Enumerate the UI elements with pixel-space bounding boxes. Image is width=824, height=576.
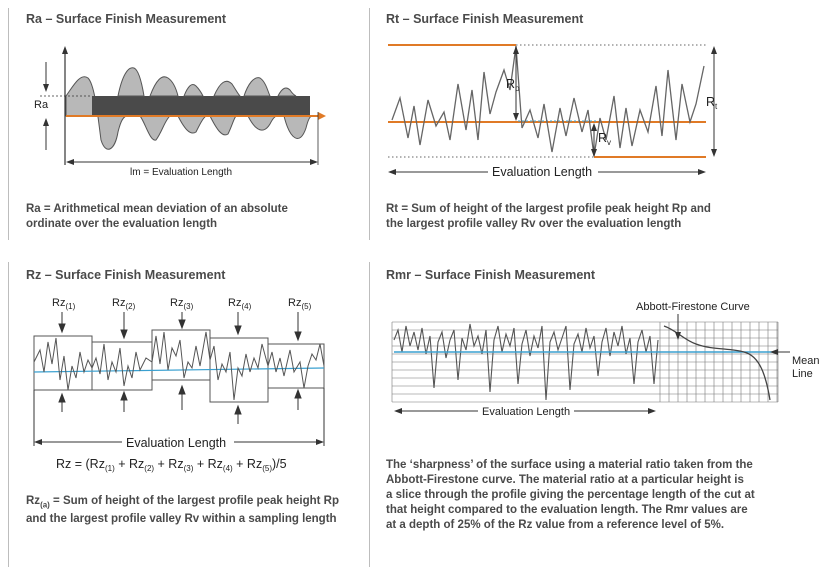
center-rule-bottom (369, 262, 370, 567)
ra-peak-4 (213, 80, 242, 97)
rz-formula: Rz = (Rz(1) + Rz(2) + Rz(3) + Rz(4) + Rz… (56, 457, 287, 473)
ra-light-fill-2 (138, 115, 172, 141)
ra-mean-arrow (318, 112, 326, 120)
rmr-mean-label-2: Line (792, 368, 813, 380)
ra-peak-6 (277, 87, 297, 97)
rt-profile (391, 45, 705, 157)
rmr-length-label: Evaluation Length (482, 406, 570, 418)
ra-description: Ra = Arithmetical mean deviation of an a… (26, 203, 288, 230)
ra-peak-3 (183, 83, 204, 97)
rt-title: Rt – Surface Finish Measurement (386, 12, 584, 26)
ra-peak-5 (243, 77, 271, 97)
ra-light-fill-4 (209, 115, 238, 136)
rt-diagram: Rp Rv Rt Evaluation Length (388, 44, 718, 179)
rt-rt-label: Rt (706, 95, 718, 111)
rt-rp-label: Rp (506, 77, 520, 93)
ra-light-fill-3 (177, 115, 208, 134)
ra-peak-2 (149, 76, 179, 97)
rmr-diagram: Abbott-Firestone Curve Mean Line Evaluat… (391, 301, 820, 418)
rz-diagram: Rz(1) Rz(2) Rz(3) Rz(4) Rz(5) Evaluation… (33, 297, 325, 473)
ra-length-label: lm = Evaluation Length (130, 167, 232, 178)
left-rule-top (8, 8, 9, 240)
ra-peak-1 (117, 67, 145, 97)
ra-dark-band (92, 96, 310, 116)
rt-description: Rt = Sum of height of the largest profil… (386, 203, 711, 230)
rz-description: Rz(a) = Sum of height of the largest pro… (26, 495, 339, 526)
rmr-curve-label: Abbott-Firestone Curve (636, 301, 750, 313)
rt-length-label: Evaluation Length (492, 165, 592, 179)
rz-profile (33, 331, 325, 401)
rmr-profile (393, 323, 659, 401)
rz-length-label: Evaluation Length (126, 436, 226, 450)
ra-title: Ra – Surface Finish Measurement (26, 12, 227, 26)
abbott-firestone-curve (663, 325, 771, 401)
rt-rv-label: Rv (598, 131, 611, 147)
ra-label: Ra (34, 99, 49, 111)
rmr-description: The ‘sharpness’ of the surface using a m… (386, 459, 755, 531)
center-rule-top (369, 8, 370, 240)
rz-title: Rz – Surface Finish Measurement (26, 268, 226, 282)
ra-diagram: Ra lm = Evaluation Length (34, 46, 326, 178)
left-rule-bottom (8, 262, 9, 567)
rmr-mean-label-1: Mean (792, 355, 820, 367)
rmr-title: Rmr – Surface Finish Measurement (386, 268, 596, 282)
